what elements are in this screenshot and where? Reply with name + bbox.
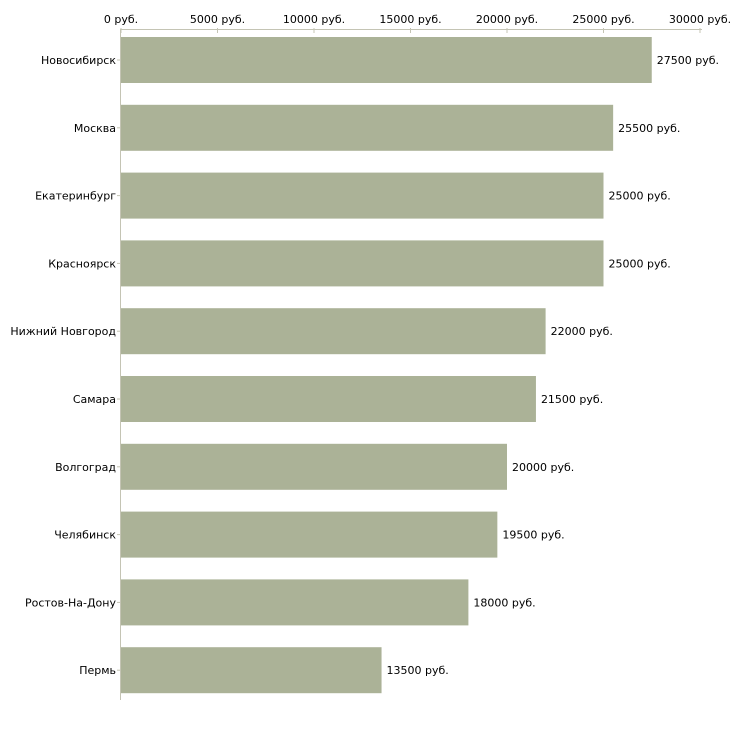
x-tick-label: 10000 руб. [283, 13, 345, 26]
bar [121, 579, 469, 626]
category-label: Пермь [79, 664, 116, 677]
bar [121, 308, 546, 355]
category-label: Волгоград [55, 461, 116, 474]
category-label: Екатеринбург [35, 190, 116, 203]
data-label: 25000 руб. [609, 190, 671, 203]
data-label: 25500 руб. [618, 122, 680, 135]
bar [121, 443, 507, 490]
x-tick-label: 15000 руб. [379, 13, 441, 26]
x-tick-label: 5000 руб. [190, 13, 245, 26]
data-label: 25000 руб. [609, 257, 671, 270]
x-tick-label: 20000 руб. [476, 13, 538, 26]
data-label: 27500 руб. [657, 54, 719, 67]
data-label: 18000 руб. [473, 596, 535, 609]
data-label: 13500 руб. [387, 664, 449, 677]
bar [121, 37, 652, 83]
bar [121, 647, 382, 694]
x-tick-label: 0 руб. [104, 13, 138, 26]
data-label: 21500 руб. [541, 393, 603, 406]
x-tick-label: 30000 руб. [669, 13, 730, 26]
bar [121, 376, 536, 422]
category-label: Самара [73, 393, 116, 406]
data-label: 20000 руб. [512, 461, 574, 474]
category-label: Москва [74, 122, 116, 135]
data-label: 22000 руб. [551, 325, 613, 338]
category-label: Ростов-На-Дону [25, 596, 116, 609]
category-label: Новосибирск [41, 54, 116, 67]
category-label: Нижний Новгород [10, 325, 116, 338]
data-label: 19500 руб. [502, 529, 564, 542]
bar [121, 172, 604, 219]
bar [121, 104, 614, 151]
bar [121, 511, 498, 558]
x-tick-label: 25000 руб. [572, 13, 634, 26]
category-label: Челябинск [54, 529, 116, 542]
bar [121, 240, 604, 287]
category-label: Красноярск [48, 257, 116, 270]
